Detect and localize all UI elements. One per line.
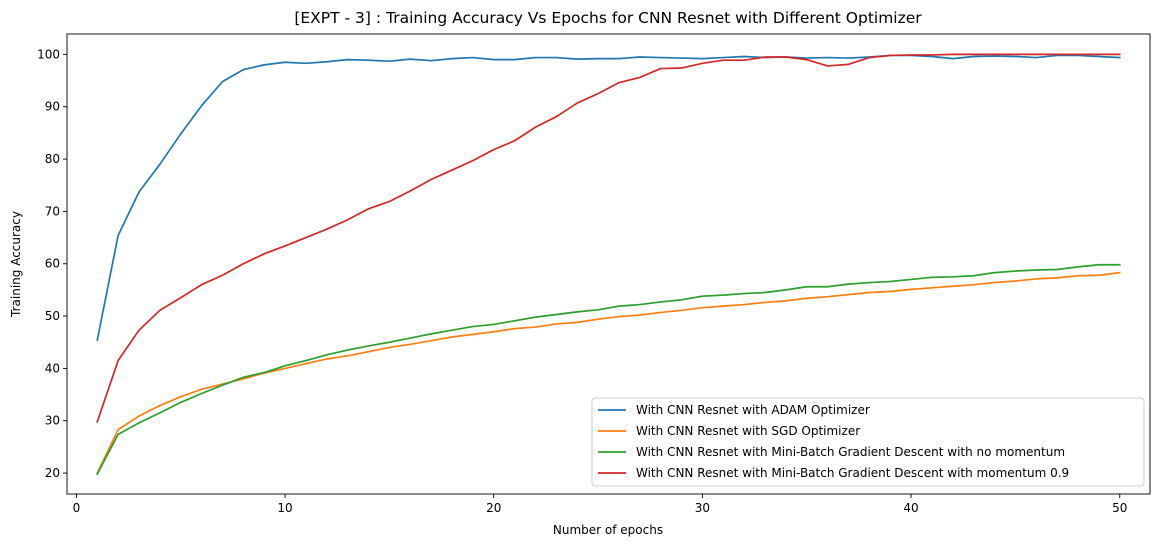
y-tick-label: 50 (45, 309, 60, 323)
legend-label: With CNN Resnet with Mini-Batch Gradient… (636, 445, 1065, 459)
y-tick-label: 80 (45, 152, 60, 166)
series-line-1 (96, 54, 1121, 342)
x-tick-label: 40 (903, 501, 918, 515)
legend-box (591, 397, 1145, 487)
series-line-3 (96, 263, 1121, 476)
y-tick-label: 30 (45, 414, 60, 428)
legend-label: With CNN Resnet with ADAM Optimizer (636, 403, 870, 417)
plot-area (96, 53, 1121, 476)
chart-title: [EXPT - 3] : Training Accuracy Vs Epochs… (294, 9, 922, 27)
y-tick-label: 20 (45, 466, 60, 480)
y-tick-label: 100 (37, 47, 60, 61)
series-lines (96, 53, 1121, 476)
x-tick-label: 50 (1112, 501, 1127, 515)
axes: 0 10 20 30 40 50 20 30 40 50 60 70 80 90 100 (37, 33, 1151, 515)
legend-label: With CNN Resnet with Mini-Batch Gradient… (636, 466, 1069, 480)
x-tick-label: 30 (695, 501, 710, 515)
legend: With CNN Resnet with ADAM Optimizer With … (591, 397, 1145, 487)
y-tick-label: 60 (45, 257, 60, 271)
x-tick-label: 0 (73, 501, 81, 515)
y-axis-label: Training Accuracy (9, 211, 23, 318)
y-tick-label: 70 (45, 204, 60, 218)
x-tick-label: 20 (486, 501, 501, 515)
x-tick-label: 10 (277, 501, 292, 515)
y-tick-label: 90 (45, 100, 60, 114)
series-line-4 (96, 53, 1121, 423)
x-axis-label: Number of epochs (553, 523, 663, 537)
y-tick-label: 40 (45, 361, 60, 375)
legend-label: With CNN Resnet with SGD Optimizer (636, 424, 860, 438)
